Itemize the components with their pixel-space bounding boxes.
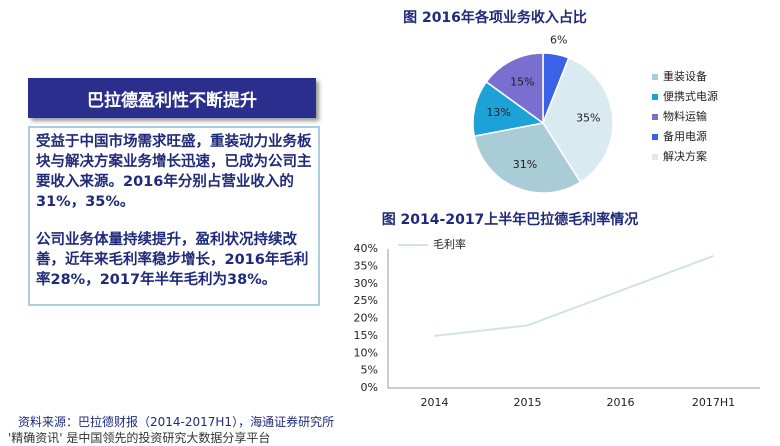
paragraph: 受益于中国市场需求旺盛，重装动力业务板块与解决方案业务增长迅速，已成为公司主要收… (36, 134, 312, 210)
y-tick-label: 15% (354, 329, 378, 342)
data-label: 15% (510, 75, 534, 88)
chart-title: 图 2016年各项业务收入占比 (403, 9, 587, 26)
legend-swatch (652, 114, 658, 120)
pie-slice (472, 80, 545, 137)
y-tick-label: 20% (354, 312, 378, 325)
y-tick-label: 10% (354, 346, 378, 359)
y-tick-label: 40% (354, 242, 378, 255)
legend-label: 物料运输 (663, 109, 707, 123)
legend-swatch (652, 134, 658, 140)
legend-label: 便携式电源 (663, 89, 718, 103)
y-tick-label: 30% (354, 277, 378, 290)
y-tick-label: 5% (361, 364, 378, 377)
legend-label: 重装设备 (663, 69, 707, 83)
data-label: 6% (550, 33, 567, 46)
data-label: 31% (513, 158, 537, 171)
pie-slice (473, 122, 582, 194)
source: 资料来源：巴拉德财报（2014-2017H1），海通证券研究所 (18, 415, 335, 429)
legend-label: 解决方案 (663, 149, 707, 163)
data-label: 13% (486, 106, 510, 119)
y-tick-label: 35% (354, 259, 378, 272)
paragraph: 公司业务体量持续提升，盈利状况持续改善，近年来毛利率稳步增长，2016年毛利率2… (36, 232, 309, 288)
banner: 巴拉德盈利性不断提升 (28, 78, 316, 118)
legend-swatch (652, 154, 658, 160)
x-tick-label: 2015 (514, 396, 542, 409)
chart-title: 图 2014-2017上半年巴拉德毛利率情况 (382, 211, 639, 228)
legend-label: 毛利率 (433, 237, 466, 251)
x-tick-label: 2014 (421, 396, 449, 409)
data-label: 35% (576, 112, 600, 125)
y-tick-label: 25% (354, 294, 378, 307)
x-tick-label: 2017H1 (692, 396, 735, 409)
body-text: 受益于中国市场需求旺盛，重装动力业务板块与解决方案业务增长迅速，已成为公司主要收… (28, 126, 320, 306)
legend-swatch (652, 94, 658, 100)
line-series (434, 255, 714, 337)
y-tick-label: 0% (361, 381, 378, 394)
legend-swatch (652, 74, 658, 80)
pie-slice (542, 56, 614, 184)
pie-slice (485, 52, 544, 125)
x-tick-label: 2016 (607, 396, 635, 409)
legend-label: 备用电源 (663, 129, 707, 143)
